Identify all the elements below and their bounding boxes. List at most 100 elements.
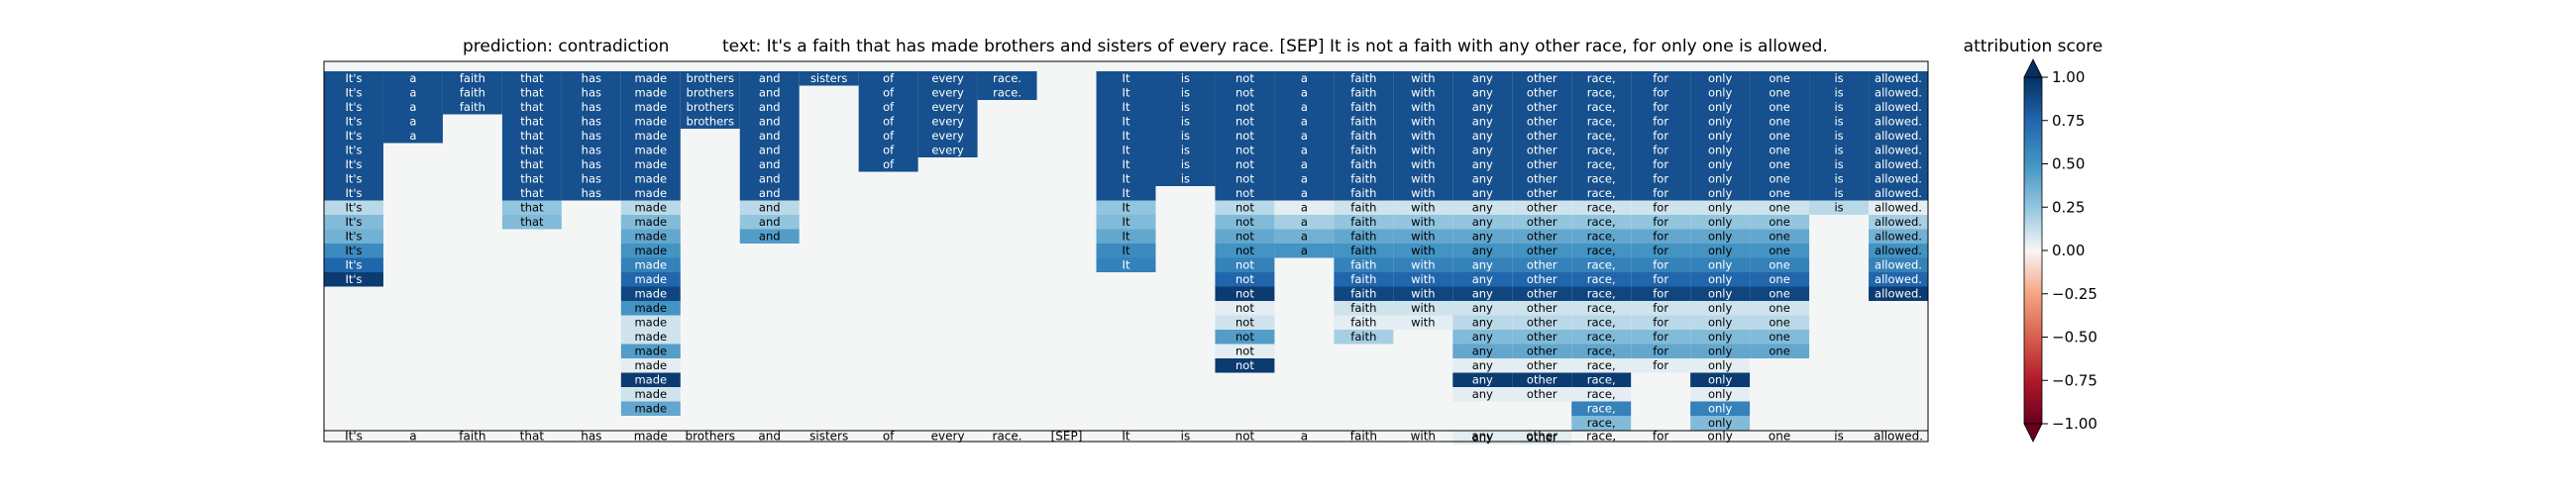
heatmap-cell	[1452, 186, 1513, 201]
heatmap-cell	[1393, 85, 1453, 100]
heatmap-cell	[620, 257, 681, 272]
heatmap-cell-label: for	[1653, 144, 1668, 157]
heatmap-cell-label: other	[1527, 186, 1557, 200]
heatmap-cell-label: It's	[345, 230, 362, 244]
heatmap-cell	[620, 330, 681, 345]
heatmap-cell-label: that	[520, 186, 544, 200]
heatmap-cell-label: only	[1708, 272, 1733, 286]
heatmap-cell	[1809, 114, 1870, 129]
token-labels: It's a faith that has made brothers and sisters o…	[324, 430, 1928, 444]
heatmap-cell	[324, 171, 383, 186]
heatmap-cell-label: race.	[993, 86, 1021, 100]
heatmap-cell-label: and	[759, 215, 781, 229]
heatmap-cell	[1571, 358, 1632, 373]
heatmap-cell-label: It	[1123, 215, 1130, 229]
heatmap-cell-label: It's	[345, 157, 362, 171]
heatmap-cell	[1334, 272, 1394, 287]
heatmap-cell	[1215, 358, 1275, 373]
heatmap-cell-label: a	[409, 100, 416, 114]
heatmap-cell	[620, 315, 681, 330]
heatmap-cell	[858, 157, 918, 172]
token-label: sisters	[809, 430, 848, 444]
heatmap-cell-label: and	[759, 186, 781, 200]
heatmap-cell-label: any	[1472, 144, 1493, 157]
heatmap-cell	[1393, 100, 1453, 115]
heatmap-cell-label: one	[1769, 215, 1789, 229]
heatmap-cell	[1571, 344, 1632, 358]
heatmap-cell	[1571, 114, 1632, 129]
heatmap-cell	[1631, 100, 1691, 115]
heatmap-cell	[1215, 229, 1275, 244]
token-label: is	[1181, 430, 1191, 444]
heatmap-cell-label: allowed.	[1875, 244, 1922, 257]
token-label: race.	[993, 430, 1022, 444]
heatmap-cell-label: made	[634, 172, 667, 186]
heatmap-cells: It'sIt'sIt'sIt'sIt'sIt'sIt'sIt'sIt'sIt's…	[324, 61, 1928, 445]
heatmap-cell-label: It's	[345, 100, 362, 114]
heatmap-cell-label: a	[1301, 71, 1308, 85]
heatmap-cell-label: only	[1708, 301, 1733, 315]
heatmap-cell	[1155, 171, 1216, 186]
heatmap-cell	[1393, 157, 1453, 172]
heatmap-cell-label: other	[1527, 316, 1557, 330]
heatmap-cell-label: other	[1527, 358, 1557, 372]
heatmap-cell-label: is	[1181, 115, 1190, 129]
heatmap-cell-label: any	[1472, 358, 1493, 372]
chart-title-prediction: prediction: contradiction	[463, 37, 669, 56]
heatmap-cell	[620, 244, 681, 258]
colorbar-tick-label: 0.25	[2052, 198, 2085, 216]
heatmap-cell	[1571, 315, 1632, 330]
heatmap-cell	[1690, 114, 1751, 129]
heatmap-cell	[620, 344, 681, 358]
heatmap-cell-label: It	[1123, 172, 1130, 186]
heatmap-cell-label: only	[1708, 373, 1733, 387]
heatmap-cell	[1690, 71, 1751, 86]
heatmap-cell-label: allowed.	[1875, 186, 1922, 200]
heatmap-cell	[1750, 171, 1810, 186]
heatmap-cell-label: not	[1235, 316, 1254, 330]
heatmap-cell	[1334, 301, 1394, 316]
heatmap-cell	[1512, 372, 1572, 387]
heatmap-cell-label: of	[883, 115, 895, 129]
heatmap-cell-label: race,	[1587, 330, 1616, 344]
heatmap-cell	[1571, 401, 1632, 416]
heatmap-cell	[680, 100, 740, 115]
heatmap-cell-label: race,	[1587, 287, 1616, 301]
heatmap-cell	[1096, 215, 1156, 230]
heatmap-cell	[1571, 272, 1632, 287]
heatmap-cell-label: any	[1472, 244, 1493, 257]
heatmap-cell-label: with	[1411, 244, 1435, 257]
heatmap-cell-label: only	[1708, 201, 1733, 215]
heatmap-cell	[1096, 257, 1156, 272]
heatmap-cell-label: faith	[1350, 186, 1376, 200]
heatmap-cell	[1393, 186, 1453, 201]
heatmap-cell	[1334, 330, 1394, 345]
heatmap-cell-label: race,	[1587, 129, 1616, 143]
heatmap-cell-label: made	[634, 186, 667, 200]
heatmap-cell	[382, 71, 443, 86]
heatmap-cell-label: any	[1472, 100, 1493, 114]
heatmap-cell-label: other	[1527, 330, 1557, 344]
heatmap-cell	[1334, 200, 1394, 215]
heatmap-frame	[323, 60, 1929, 443]
heatmap-cell-label: of	[883, 100, 895, 114]
heatmap-cell-label: that	[520, 71, 544, 85]
heatmap-cell-label: only	[1708, 387, 1733, 401]
heatmap-cell	[1155, 85, 1216, 100]
heatmap-cell-label: not	[1235, 186, 1254, 200]
heatmap-cell-label: a	[1301, 172, 1308, 186]
heatmap-cell-label: other	[1527, 71, 1557, 85]
heatmap-cell	[1393, 71, 1453, 86]
heatmap-cell-label: sisters	[810, 71, 847, 85]
heatmap-cell-label: faith	[1350, 330, 1376, 344]
heatmap-cell-label: a	[1301, 215, 1308, 229]
heatmap-cell	[561, 171, 621, 186]
heatmap-cell	[620, 200, 681, 215]
heatmap-cell-label: a	[1301, 230, 1308, 244]
heatmap-cell	[1215, 244, 1275, 258]
heatmap-cell-label: not	[1235, 358, 1254, 372]
heatmap-cell	[1512, 215, 1572, 230]
heatmap-cell-label: every	[931, 71, 964, 85]
heatmap-cell-label: race,	[1587, 215, 1616, 229]
heatmap-cell	[1512, 85, 1572, 100]
